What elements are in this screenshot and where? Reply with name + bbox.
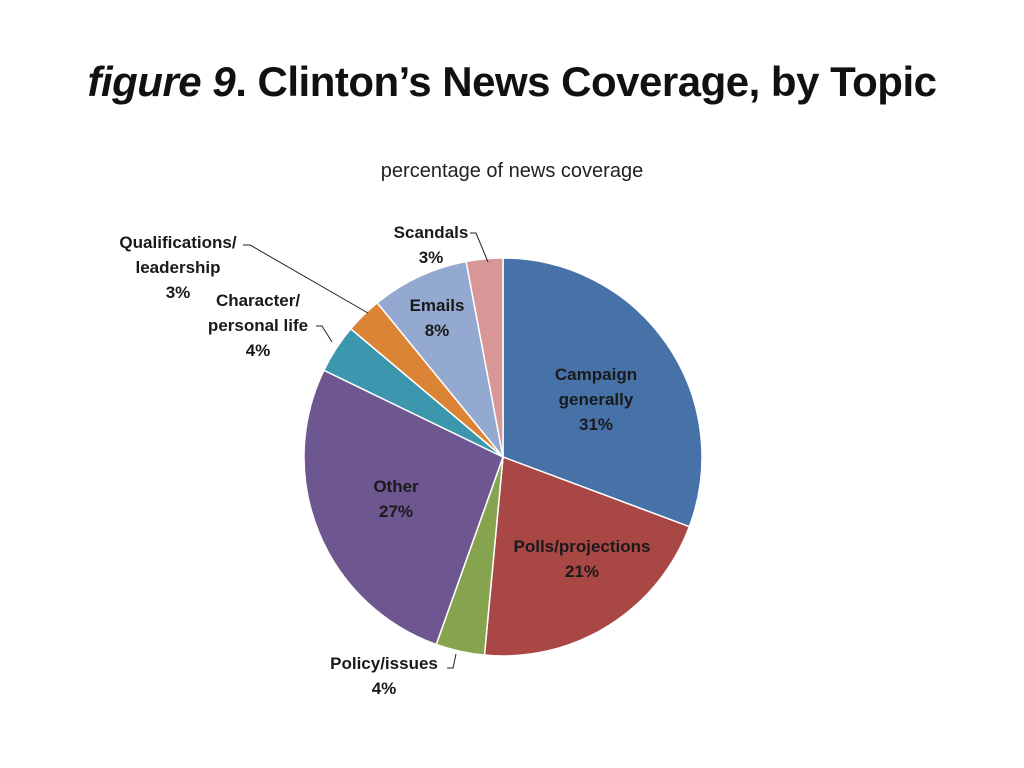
figure-title-text: . Clinton’s News Coverage, by Topic [235,58,937,105]
slice-label-text: Character/ [215,291,301,310]
slice-value-label: 3% [165,283,191,302]
slice-value-label: 4% [245,341,271,360]
pie-slice-polls [483,455,691,657]
slice-value-label: 31% [578,415,614,434]
pie-slice-other [303,369,504,646]
leader-line-policy [447,653,457,669]
pie-slice-scandals [465,257,504,458]
slice-label-character: Character/personal life 4% [208,288,308,363]
slice-label-text: Policy/issues [330,654,438,673]
slice-label-text: Scandals [393,223,469,242]
leader-line-scandals [470,232,489,263]
slice-label-qualifications: Qualifications/leadership 3% [119,230,236,305]
slice-label-text: Polls/projections [513,537,651,556]
slice-label-polls: Polls/projections 21% [514,534,651,584]
slice-label-other: Other 27% [373,474,418,524]
figure-label: figure 9 [87,58,236,105]
slice-label-text: Campaign [554,365,638,384]
slice-label-text: Emails [409,296,465,315]
pie-slice-campaign [502,257,703,528]
slice-label-text: Qualifications/ [119,233,237,252]
figure-title: figure 9. Clinton’s News Coverage, by To… [0,58,1024,106]
slice-value-label: 21% [564,562,600,581]
slice-label-emails: Emails 8% [410,293,465,343]
slice-value-label: 27% [378,502,414,521]
slice-label-text: leadership [135,258,221,277]
slice-label-text: Other [373,477,419,496]
chart-subtitle: percentage of news coverage [380,160,644,182]
slice-label-text: personal life [207,316,309,335]
slice-value-label: 3% [418,248,444,267]
slice-value-label: 4% [371,679,397,698]
slice-label-text: generally [558,390,634,409]
slice-value-label: 8% [424,321,450,340]
slice-label-policy: Policy/issues 4% [330,651,438,701]
slice-label-scandals: Scandals 3% [394,220,469,270]
slice-label-campaign: Campaign generally 31% [555,362,637,437]
leader-line-qualifications [243,244,369,314]
leader-line-character [316,325,333,343]
pie-slice-emails [376,260,504,458]
